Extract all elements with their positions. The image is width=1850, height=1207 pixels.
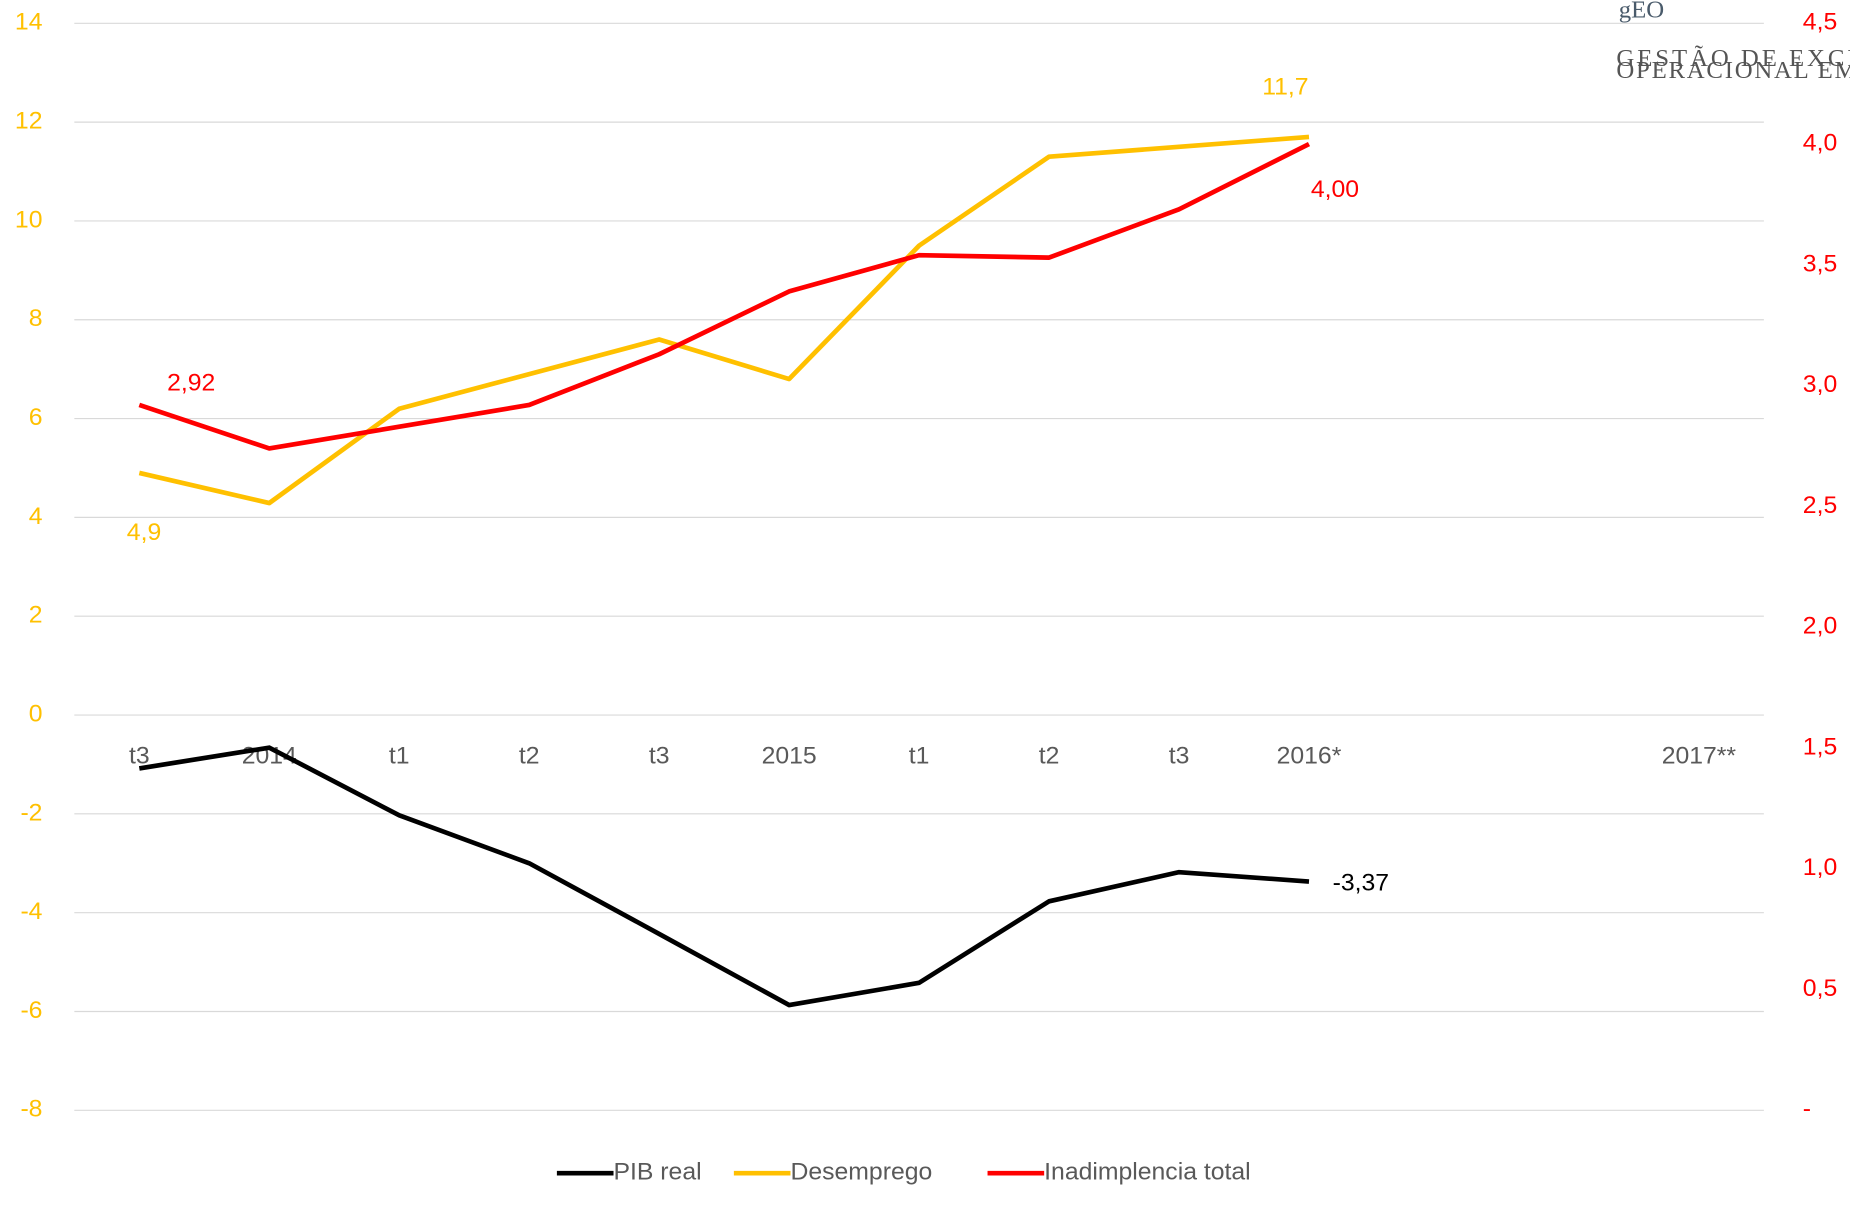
- x-tick-label: t3: [129, 743, 150, 770]
- y-tick-label: 2: [29, 602, 43, 629]
- x-tick-label: 2017**: [1662, 743, 1737, 770]
- y-tick-label: 6: [29, 404, 43, 431]
- logo-text: OPERACIONAL EM COBRANÇA: [1616, 57, 1850, 84]
- x-tick-label: t2: [519, 743, 540, 770]
- x-tick-label: t2: [1039, 743, 1060, 770]
- data-label: 2,92: [167, 370, 215, 397]
- logo-mark: gEO: [1619, 0, 1664, 23]
- data-label: -3,37: [1333, 869, 1389, 896]
- y-tick-label: -4: [20, 898, 42, 925]
- y2-tick-label: 1,0: [1803, 854, 1837, 881]
- data-label: 11,7: [1262, 74, 1308, 101]
- y2-tick-label: 0,5: [1803, 975, 1837, 1002]
- y2-tick-label: 4,0: [1803, 130, 1837, 157]
- y-tick-label: -2: [20, 799, 42, 826]
- x-tick-label: t1: [909, 743, 930, 770]
- x-tick-label: 2015: [762, 743, 817, 770]
- legend-label: Desemprego: [790, 1159, 932, 1186]
- x-tick-label: t1: [389, 743, 410, 770]
- y-tick-label: 8: [29, 305, 43, 332]
- y-tick-label: 10: [15, 207, 43, 234]
- legend-label: PIB real: [614, 1159, 702, 1186]
- y2-tick-label: -: [1803, 1096, 1811, 1123]
- data-label: 4,9: [127, 519, 161, 546]
- x-tick-label: t3: [649, 743, 670, 770]
- y-tick-label: 14: [15, 9, 43, 36]
- y-tick-label: 12: [15, 108, 43, 135]
- y-tick-label: 0: [29, 701, 43, 728]
- y-tick-label: -6: [20, 997, 42, 1024]
- x-tick-label: t3: [1169, 743, 1190, 770]
- data-label: 4,00: [1311, 176, 1359, 203]
- series-line: [138, 745, 1310, 1008]
- y2-tick-label: 2,0: [1803, 613, 1837, 640]
- legend-label: Inadimplencia total: [1044, 1159, 1250, 1186]
- y2-tick-label: 3,0: [1803, 371, 1837, 398]
- y-tick-label: 4: [29, 503, 43, 530]
- series-line: [138, 134, 1310, 506]
- logo-text: GESTÃO DE EXCELÊNCIA: [1616, 44, 1850, 72]
- y2-tick-label: 4,5: [1803, 9, 1837, 36]
- y2-tick-label: 3,5: [1803, 250, 1837, 277]
- x-tick-label: 2016*: [1277, 743, 1342, 770]
- y-tick-label: -8: [20, 1096, 42, 1123]
- series-line: [138, 142, 1311, 451]
- y2-tick-label: 1,5: [1803, 734, 1837, 761]
- y2-tick-label: 2,5: [1803, 492, 1837, 519]
